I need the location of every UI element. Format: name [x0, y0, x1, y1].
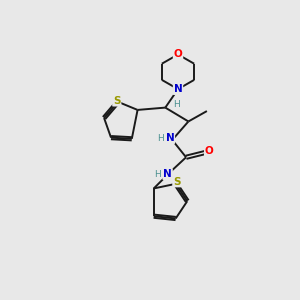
Text: O: O: [174, 50, 182, 59]
Text: N: N: [166, 133, 174, 143]
Text: S: S: [113, 96, 121, 106]
Text: S: S: [173, 176, 181, 187]
Text: N: N: [163, 169, 172, 179]
Text: H: H: [173, 100, 179, 109]
Text: N: N: [174, 84, 182, 94]
Text: H: H: [154, 169, 161, 178]
Text: H: H: [157, 134, 164, 142]
Text: O: O: [205, 146, 214, 157]
